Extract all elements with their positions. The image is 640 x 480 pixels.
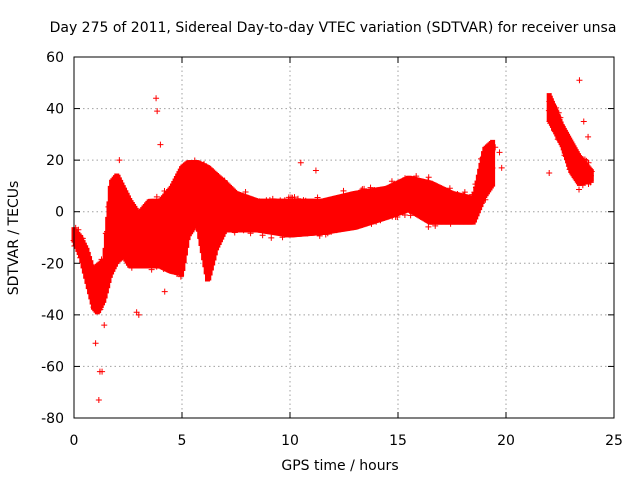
data-point bbox=[489, 165, 496, 172]
y-tick-label: -20 bbox=[41, 256, 64, 272]
data-point bbox=[482, 196, 489, 203]
x-tick-label: 25 bbox=[605, 433, 623, 449]
data-point bbox=[587, 172, 594, 179]
outlier-point bbox=[546, 170, 553, 177]
outlier-point bbox=[161, 288, 168, 295]
outlier-point bbox=[153, 95, 160, 102]
data-point bbox=[401, 211, 408, 218]
plot-frame bbox=[73, 56, 615, 419]
outlier-point bbox=[297, 159, 304, 166]
data-point bbox=[576, 186, 583, 193]
outlier-point bbox=[99, 368, 106, 375]
data-point bbox=[446, 185, 453, 192]
outlier-point bbox=[496, 149, 503, 156]
chart-title: Day 275 of 2011, Sidereal Day-to-day VTE… bbox=[50, 20, 617, 36]
outlier-point bbox=[580, 118, 587, 125]
data-point bbox=[557, 114, 564, 121]
x-tick-label: 20 bbox=[497, 433, 515, 449]
outlier-point bbox=[312, 167, 319, 174]
x-axis-label: GPS time / hours bbox=[281, 458, 398, 474]
data-point bbox=[268, 234, 275, 241]
y-tick-label: -80 bbox=[41, 411, 64, 427]
data-point bbox=[585, 159, 592, 166]
x-tick-label: 15 bbox=[389, 433, 407, 449]
data-point bbox=[489, 147, 496, 154]
data-point bbox=[79, 235, 86, 242]
outlier-point bbox=[576, 77, 583, 84]
data-points bbox=[70, 77, 595, 403]
data-point bbox=[425, 223, 432, 230]
outlier-point bbox=[95, 396, 102, 403]
outlier-point bbox=[585, 133, 592, 140]
y-tick-label: 40 bbox=[46, 102, 64, 118]
x-tick-label: 0 bbox=[70, 433, 79, 449]
axis-ticks: 0 5 10 15 20 25 -80 -60 -40 -20 0 20 40 60 bbox=[41, 50, 623, 449]
data-point bbox=[553, 104, 560, 111]
outlier-point bbox=[154, 108, 161, 115]
outlier-point bbox=[92, 340, 99, 347]
outlier-point bbox=[492, 144, 499, 151]
data-point bbox=[242, 189, 249, 196]
data-point bbox=[587, 179, 594, 186]
y-tick-label: -40 bbox=[41, 308, 64, 324]
data-point bbox=[555, 109, 562, 116]
y-tick-label: 60 bbox=[46, 50, 64, 66]
x-tick-label: 5 bbox=[178, 433, 187, 449]
outlier-point bbox=[133, 309, 140, 316]
x-tick-label: 10 bbox=[281, 433, 299, 449]
y-tick-label: 20 bbox=[46, 153, 64, 169]
y-tick-label: -60 bbox=[41, 359, 64, 375]
data-point bbox=[425, 174, 432, 181]
outlier-point bbox=[101, 322, 108, 329]
data-point bbox=[588, 168, 595, 175]
y-tick-label: 0 bbox=[55, 205, 64, 221]
outlier-point bbox=[157, 141, 164, 148]
data-point bbox=[340, 187, 347, 194]
data-point bbox=[461, 189, 468, 196]
outlier-point bbox=[498, 164, 505, 171]
outlier-point bbox=[116, 157, 123, 164]
data-point bbox=[75, 226, 82, 233]
y-axis-label: SDTVAR / TECUs bbox=[6, 181, 22, 296]
